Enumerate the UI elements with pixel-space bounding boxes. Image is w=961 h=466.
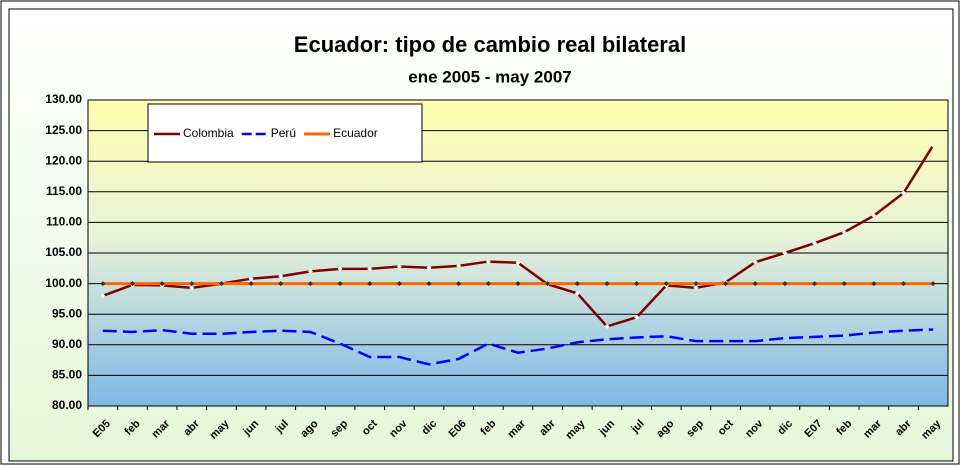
point-marker: [456, 281, 462, 287]
point-marker: [723, 281, 729, 287]
legend-label: Colombia: [183, 126, 234, 140]
y-tick-label: 85.00: [52, 368, 82, 382]
point-marker: [812, 240, 818, 246]
series-line: [102, 328, 934, 366]
point-marker: [782, 281, 788, 287]
point-marker: [337, 266, 343, 272]
point-marker: [901, 190, 907, 196]
point-marker: [100, 281, 106, 287]
point-marker: [871, 281, 877, 287]
legend: [147, 103, 423, 163]
point-marker: [278, 281, 284, 287]
point-marker: [545, 281, 551, 287]
point-marker: [634, 281, 640, 287]
y-tick-label: 80.00: [52, 398, 82, 412]
point-marker: [426, 281, 432, 287]
point-marker: [485, 259, 491, 265]
point-marker: [307, 281, 313, 287]
chart-title: Ecuador: tipo de cambio real bilateral: [294, 32, 686, 57]
point-marker: [485, 281, 491, 287]
chart-subtitle: ene 2005 - may 2007: [408, 67, 572, 86]
y-tick-label: 95.00: [52, 306, 82, 320]
point-marker: [367, 266, 373, 272]
y-tick-label: 90.00: [52, 337, 82, 351]
y-tick-label: 120.00: [45, 153, 82, 167]
point-marker: [574, 290, 580, 296]
point-marker: [189, 285, 195, 291]
point-marker: [634, 314, 640, 320]
y-tick-label: 125.00: [45, 123, 82, 137]
point-marker: [752, 281, 758, 287]
point-marker: [693, 281, 699, 287]
point-marker: [129, 281, 135, 287]
point-marker: [663, 281, 669, 287]
point-marker: [515, 260, 521, 266]
point-marker: [812, 281, 818, 287]
point-marker: [871, 213, 877, 219]
point-marker: [841, 281, 847, 287]
point-marker: [841, 229, 847, 235]
point-marker: [396, 263, 402, 269]
point-marker: [367, 281, 373, 287]
point-marker: [337, 281, 343, 287]
point-marker: [693, 285, 699, 291]
point-marker: [930, 142, 936, 148]
y-tick-label: 130.00: [45, 92, 82, 106]
legend-label: Perú: [271, 126, 296, 140]
point-marker: [782, 250, 788, 256]
legend-label: Ecuador: [333, 126, 378, 140]
point-marker: [100, 293, 106, 299]
point-marker: [930, 281, 936, 287]
point-marker: [248, 281, 254, 287]
point-marker: [248, 276, 254, 282]
point-marker: [278, 273, 284, 279]
point-marker: [189, 281, 195, 287]
y-tick-label: 110.00: [46, 215, 82, 229]
point-marker: [574, 281, 580, 287]
y-tick-label: 115.00: [46, 184, 82, 198]
point-marker: [396, 281, 402, 287]
point-marker: [604, 281, 610, 287]
point-marker: [604, 323, 610, 329]
point-marker: [752, 259, 758, 265]
point-marker: [307, 268, 313, 274]
point-marker: [901, 281, 907, 287]
point-marker: [159, 281, 165, 287]
y-tick-label: 105.00: [45, 245, 82, 259]
point-marker: [515, 281, 521, 287]
point-marker: [426, 265, 432, 271]
point-marker: [456, 263, 462, 269]
point-marker: [218, 281, 224, 287]
y-tick-label: 100.00: [45, 276, 82, 290]
